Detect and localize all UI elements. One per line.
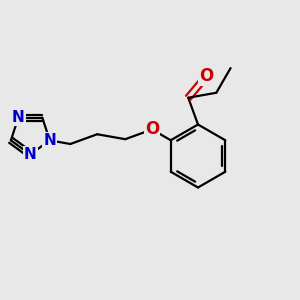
Text: N: N: [43, 133, 56, 148]
Text: N: N: [12, 110, 25, 125]
Text: O: O: [145, 120, 159, 138]
Text: O: O: [200, 67, 214, 85]
Text: N: N: [24, 147, 37, 162]
